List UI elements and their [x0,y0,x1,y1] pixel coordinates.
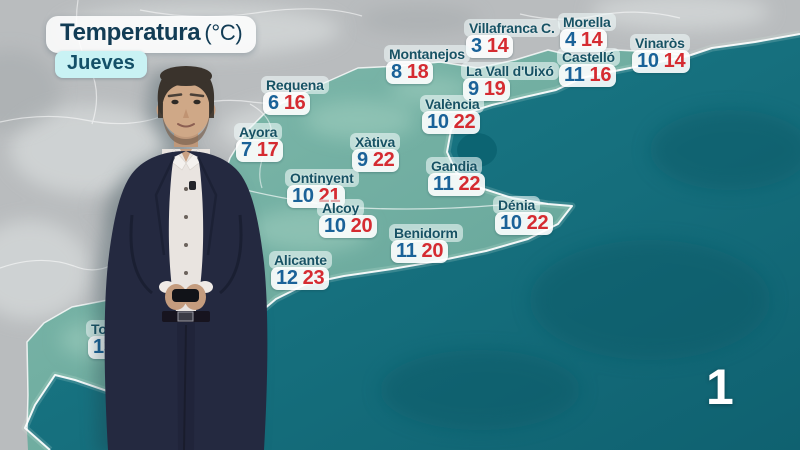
city-label: Dénia 10 22 [493,196,554,235]
presenter [104,66,268,450]
temp-min: 10 [637,50,659,72]
temp-min: 4 [565,29,576,51]
temp-max: 22 [458,173,481,195]
city-temps: 11 22 [428,173,486,196]
city-name: Castelló [557,48,620,66]
temp-min: 3 [471,35,482,57]
region-border [26,49,689,431]
temp-max: 22 [372,149,395,171]
temp-min: 11 [433,173,454,195]
temp-min: 11 [564,64,585,86]
city-name: Xàtiva [350,133,401,151]
city-temps: 11 16 [559,64,617,87]
temp-max: 14 [663,50,686,72]
city-name: Alicante [269,251,332,269]
temp-max: 20 [421,240,444,262]
city-label: Alcoy 10 20 [317,199,378,238]
city-temps: 11 20 [391,240,449,263]
city-label: Vinaròs 10 14 [630,34,691,73]
temp-min: 8 [391,61,402,83]
city-name: Vinaròs [630,34,690,52]
temp-max: 19 [483,78,506,100]
temp-min: 9 [357,149,368,171]
city-temps: 9 22 [352,149,400,172]
channel-logo: 1 [706,359,734,415]
city-label: Morella 4 14 [558,13,616,52]
temp-max: 23 [302,267,325,289]
presenter-hands [159,281,213,310]
temp-min: 10 [324,215,346,237]
presenter-beard [162,109,210,145]
city-label: Ayora 7 17 [234,123,284,162]
temp-min: 12 [276,267,298,289]
temp-max: 14 [486,35,509,57]
page-title: Temperatura [60,19,201,46]
city-name: La Vall d'Uixó [461,62,559,80]
day-badge: Jueves [55,51,147,78]
city-name: Ontinyent [285,169,359,187]
city-temps: 10 22 [422,111,481,134]
temp-min: 10 [292,185,314,207]
city-temps: 8 18 [386,61,434,84]
city-label: València 10 22 [420,95,485,134]
city-name: Requena [261,76,329,94]
presenter-head [156,66,216,147]
temp-min: 10 [427,111,449,133]
city-name: Montanejos [384,45,470,63]
temp-min: 9 [468,78,479,100]
temp-max: 14 [580,29,603,51]
temp-min: 10 [500,212,522,234]
title-units: (°C) [204,20,243,45]
city-temps: 10 14 [632,50,691,73]
city-temps: 7 17 [236,139,284,162]
city-name: Ayora [234,123,283,141]
temp-max: 16 [283,92,306,114]
city-label: Xàtiva 9 22 [350,133,401,172]
city-label: Montanejos 8 18 [384,45,470,84]
temp-max: 22 [526,212,549,234]
trouser-crease [183,324,187,450]
city-name: Alcoy [317,199,365,217]
temp-min: 6 [268,92,279,114]
city-temps: 10 20 [319,215,378,238]
temp-max: 17 [256,139,279,161]
city-label: Alicante 12 23 [269,251,332,290]
lapel-microphone [189,181,196,190]
presenter-belt [162,311,210,322]
city-label: Benidorm 11 20 [389,224,463,263]
city-temps: 10 22 [495,212,554,235]
city-temps: 12 23 [271,267,330,290]
city-temps: 6 16 [263,92,311,115]
city-temps: 3 14 [466,35,514,58]
city-label: Villafranca C. 3 14 [464,19,560,58]
sea-depth-patches [380,110,800,430]
presenter-jacket [104,151,268,450]
city-label: Requena 6 16 [261,76,329,115]
city-name: Morella [558,13,616,31]
temp-max: 22 [453,111,476,133]
city-name: València [420,95,485,113]
temp-max: 20 [350,215,373,237]
temp-max: 16 [589,64,612,86]
city-label: La Vall d'Uixó 9 19 [461,62,559,101]
city-temps: 4 14 [560,29,608,52]
presenter-remote [172,289,199,302]
city-name: Gandia [426,157,483,175]
temp-min: 7 [241,139,252,161]
city-name: Benidorm [389,224,463,242]
temp-max: 18 [406,61,429,83]
title-box: Temperatura (°C) [46,16,257,53]
temp-min: 11 [396,240,417,262]
city-label: Castelló 11 16 [557,48,620,87]
city-name: Villafranca C. [464,19,560,37]
city-label: Gandia 11 22 [426,157,486,196]
city-name: Dénia [493,196,541,214]
